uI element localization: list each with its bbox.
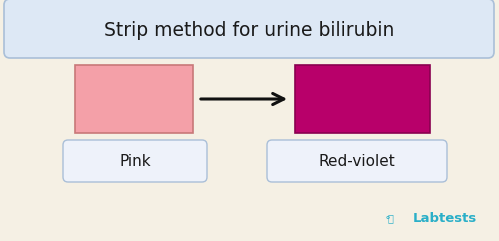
Text: Strip method for urine bilirubin: Strip method for urine bilirubin: [104, 20, 394, 40]
Text: 🔬: 🔬: [387, 213, 393, 223]
Text: Labtests: Labtests: [413, 212, 477, 225]
FancyBboxPatch shape: [267, 140, 447, 182]
Text: Red-violet: Red-violet: [319, 154, 395, 169]
FancyBboxPatch shape: [295, 65, 430, 133]
Text: Pink: Pink: [119, 154, 151, 169]
Text: ⚬: ⚬: [384, 213, 392, 223]
FancyBboxPatch shape: [4, 0, 494, 58]
FancyBboxPatch shape: [75, 65, 193, 133]
FancyBboxPatch shape: [63, 140, 207, 182]
